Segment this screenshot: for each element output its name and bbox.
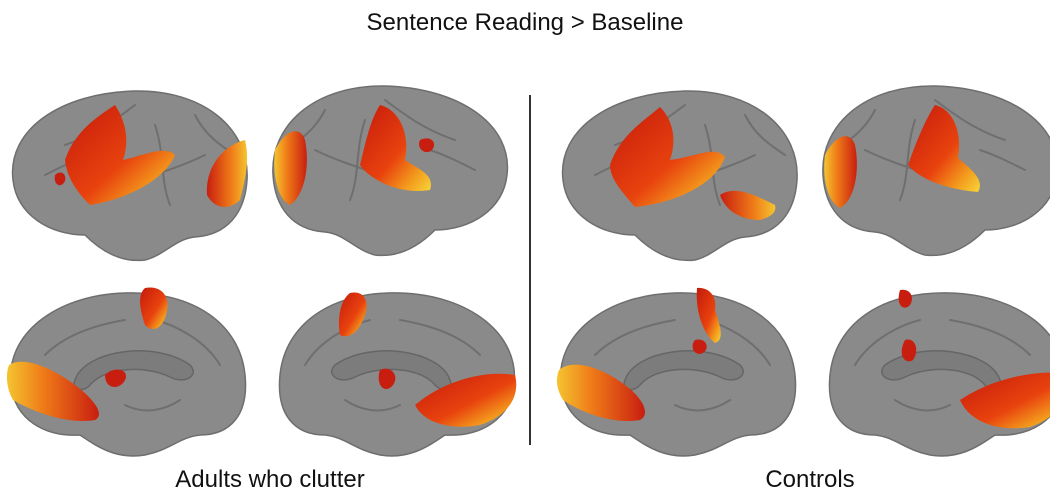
figure: Sentence Reading > Baseline: [0, 0, 1050, 496]
panel-label: Adults who clutter: [175, 466, 364, 493]
brain-right-lateral: [273, 86, 508, 255]
page: Sentence Reading > Baseline: [0, 0, 1050, 496]
panel-label: Controls: [765, 466, 854, 493]
brain-right-medial: [279, 292, 516, 456]
brain-left-lateral: [13, 91, 248, 260]
brain-left-medial: [7, 287, 246, 456]
brain-control-left-lateral: [563, 91, 798, 260]
brain-control-right-lateral: [823, 86, 1050, 255]
brain-control-left-medial: [557, 288, 796, 456]
brain-control-right-medial: [829, 290, 1050, 456]
figure-title: Sentence Reading > Baseline: [367, 9, 684, 36]
